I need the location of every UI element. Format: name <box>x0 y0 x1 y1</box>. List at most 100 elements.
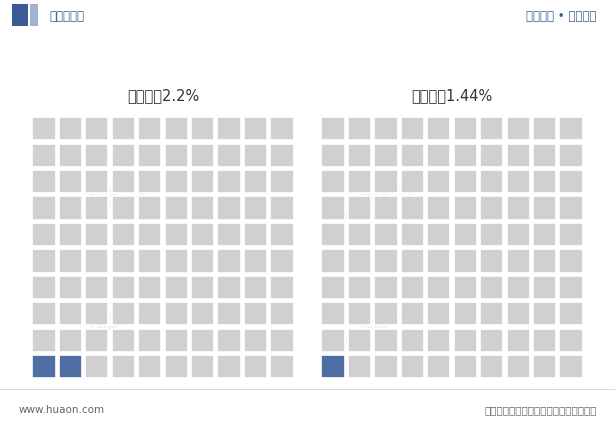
Bar <box>191 197 214 220</box>
Bar <box>427 118 450 141</box>
Bar <box>271 118 293 141</box>
Bar <box>191 250 214 273</box>
Bar <box>480 276 503 299</box>
Bar <box>427 144 450 167</box>
Bar <box>560 223 582 247</box>
Bar <box>138 170 161 194</box>
Text: 华经产业研究院
www.huaon.com: 华经产业研究院 www.huaon.com <box>337 171 426 221</box>
Bar <box>165 118 188 141</box>
Bar <box>401 144 424 167</box>
Text: 福利彩票2.2%: 福利彩票2.2% <box>127 88 199 103</box>
Bar <box>271 170 293 194</box>
Bar <box>322 197 344 220</box>
Bar <box>348 118 371 141</box>
Bar <box>375 144 397 167</box>
Bar <box>507 355 530 378</box>
Bar <box>375 170 397 194</box>
Bar <box>33 223 55 247</box>
Bar <box>85 118 108 141</box>
Bar <box>271 223 293 247</box>
Bar <box>401 329 424 352</box>
Bar <box>59 276 82 299</box>
Bar <box>322 250 344 273</box>
Bar <box>427 170 450 194</box>
Bar <box>244 355 267 378</box>
Bar <box>480 223 503 247</box>
Bar <box>480 302 503 326</box>
Bar <box>348 144 371 167</box>
Bar <box>218 223 240 247</box>
Bar <box>138 197 161 220</box>
Bar <box>480 118 503 141</box>
Bar <box>165 276 188 299</box>
Bar <box>348 170 371 194</box>
Bar <box>480 250 503 273</box>
Bar <box>427 355 450 378</box>
Bar <box>533 223 556 247</box>
Bar <box>165 329 188 352</box>
Bar <box>165 197 188 220</box>
Bar <box>348 302 371 326</box>
Text: 华经产业研究院
www.huaon.com: 华经产业研究院 www.huaon.com <box>66 171 155 221</box>
Bar <box>191 329 214 352</box>
Text: 华经情报网: 华经情报网 <box>49 9 84 23</box>
Bar <box>218 144 240 167</box>
Bar <box>454 329 477 352</box>
Bar <box>271 302 293 326</box>
Bar <box>112 329 135 352</box>
Bar <box>271 329 293 352</box>
Bar <box>59 197 82 220</box>
Bar <box>33 197 55 220</box>
Bar <box>112 276 135 299</box>
Bar <box>85 355 108 378</box>
Bar <box>507 118 530 141</box>
Bar <box>112 223 135 247</box>
Bar <box>560 170 582 194</box>
Bar <box>454 276 477 299</box>
Bar <box>375 276 397 299</box>
Bar <box>507 250 530 273</box>
Bar <box>191 170 214 194</box>
Bar <box>59 144 82 167</box>
Bar <box>244 329 267 352</box>
Bar <box>454 355 477 378</box>
Bar <box>427 197 450 220</box>
Bar <box>191 144 214 167</box>
Bar <box>138 329 161 352</box>
Bar <box>271 197 293 220</box>
Bar <box>138 250 161 273</box>
Bar <box>33 250 55 273</box>
Bar <box>271 276 293 299</box>
Bar <box>85 197 108 220</box>
Bar <box>85 329 108 352</box>
Bar <box>454 302 477 326</box>
Bar <box>480 355 503 378</box>
Bar <box>271 144 293 167</box>
Bar <box>85 276 108 299</box>
Bar <box>218 250 240 273</box>
Bar <box>401 223 424 247</box>
Bar <box>218 276 240 299</box>
Bar <box>533 197 556 220</box>
Bar <box>533 302 556 326</box>
Bar <box>533 355 556 378</box>
Bar <box>454 223 477 247</box>
Bar <box>401 302 424 326</box>
Bar <box>244 170 267 194</box>
Bar <box>560 355 582 378</box>
Bar <box>427 329 450 352</box>
Bar <box>191 302 214 326</box>
Bar <box>112 250 135 273</box>
Bar <box>322 223 344 247</box>
Bar <box>165 355 188 378</box>
Bar <box>401 276 424 299</box>
Bar <box>33 144 55 167</box>
Bar <box>348 223 371 247</box>
Bar <box>401 250 424 273</box>
Bar <box>218 329 240 352</box>
Bar <box>85 144 108 167</box>
Bar <box>33 329 55 352</box>
Bar <box>560 197 582 220</box>
Bar <box>138 355 161 378</box>
Bar <box>244 276 267 299</box>
